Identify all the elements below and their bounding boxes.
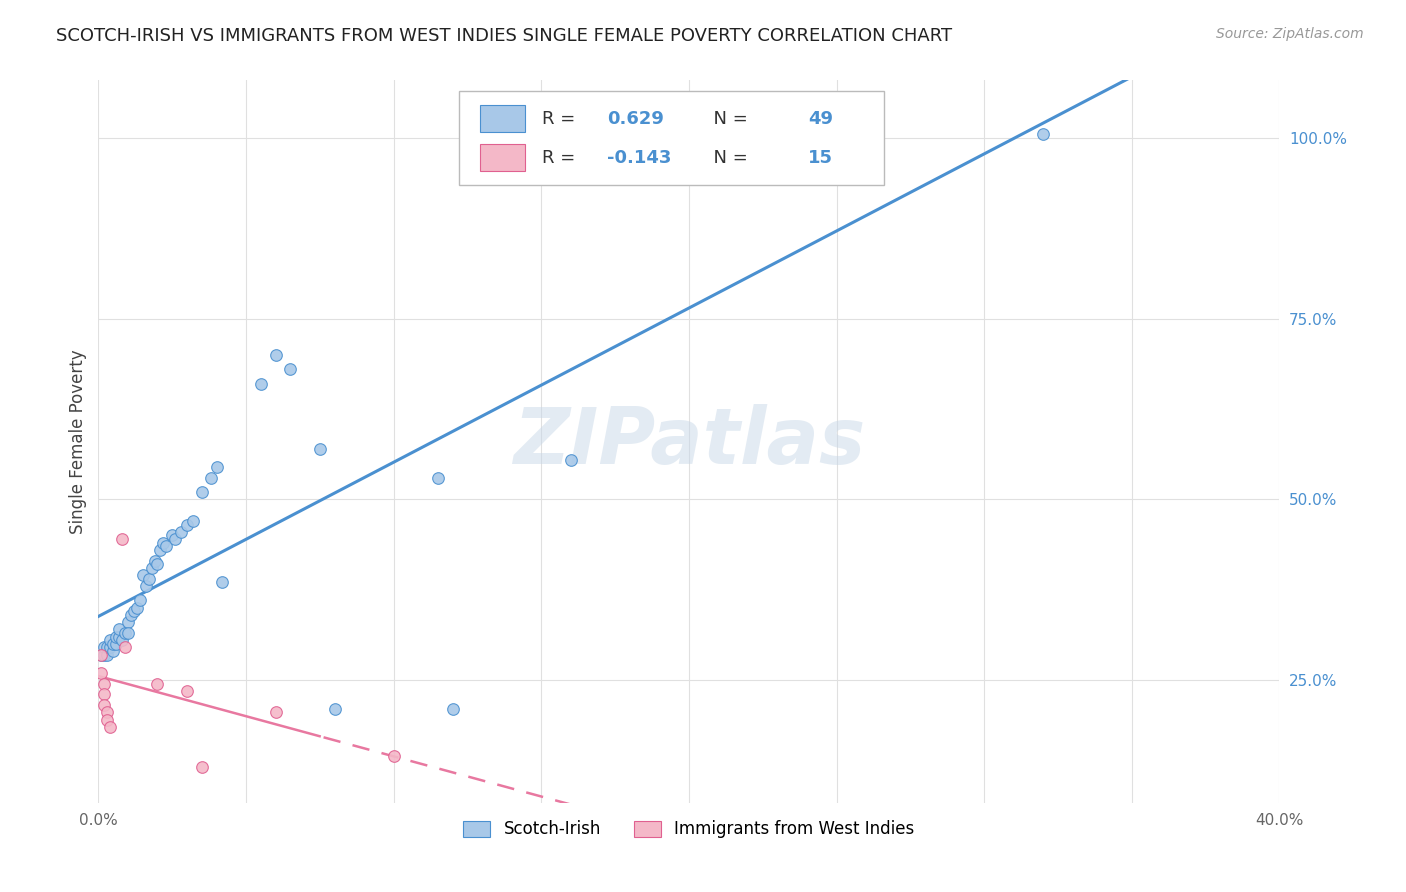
Point <box>560 452 582 467</box>
Point <box>122 604 145 618</box>
Text: 0.629: 0.629 <box>607 110 664 128</box>
Point <box>211 575 233 590</box>
Point <box>90 648 112 662</box>
Text: ZIPatlas: ZIPatlas <box>513 403 865 480</box>
Text: SCOTCH-IRISH VS IMMIGRANTS FROM WEST INDIES SINGLE FEMALE POVERTY CORRELATION CH: SCOTCH-IRISH VS IMMIGRANTS FROM WEST IND… <box>56 27 952 45</box>
Text: 15: 15 <box>808 149 834 167</box>
Text: N =: N = <box>702 149 754 167</box>
Point <box>117 626 139 640</box>
Point <box>143 554 166 568</box>
Point <box>170 524 193 539</box>
Point <box>441 702 464 716</box>
Point <box>181 514 204 528</box>
Point <box>427 470 450 484</box>
Point <box>149 542 172 557</box>
Point <box>264 706 287 720</box>
Text: Source: ZipAtlas.com: Source: ZipAtlas.com <box>1216 27 1364 41</box>
Text: N =: N = <box>702 110 754 128</box>
Point <box>111 532 134 546</box>
Point <box>93 698 115 713</box>
Text: -0.143: -0.143 <box>607 149 672 167</box>
FancyBboxPatch shape <box>479 144 524 171</box>
Point <box>200 470 222 484</box>
Point <box>250 376 273 391</box>
Point <box>146 558 169 572</box>
Point <box>103 644 125 658</box>
Point <box>162 528 183 542</box>
Point <box>191 760 214 774</box>
Point <box>98 720 121 734</box>
Point <box>205 459 228 474</box>
Point <box>796 128 818 142</box>
Point <box>138 572 160 586</box>
Point <box>176 517 198 532</box>
Point <box>90 665 112 680</box>
Point <box>135 579 157 593</box>
Point <box>90 648 112 662</box>
Point <box>93 648 115 662</box>
Point <box>108 630 131 644</box>
Point <box>382 748 405 763</box>
Point <box>264 348 287 362</box>
Point <box>117 615 139 630</box>
Point <box>309 442 332 456</box>
Point <box>165 532 187 546</box>
Point <box>132 568 155 582</box>
Point <box>152 535 174 549</box>
Point <box>114 626 136 640</box>
Point <box>1032 128 1054 142</box>
Text: 49: 49 <box>808 110 834 128</box>
Point <box>114 640 136 655</box>
Point <box>128 593 150 607</box>
Point <box>96 648 118 662</box>
Point <box>103 637 125 651</box>
Point <box>155 539 177 553</box>
Point <box>125 600 148 615</box>
Point <box>96 640 118 655</box>
Point <box>120 607 142 622</box>
Text: R =: R = <box>543 149 582 167</box>
Point <box>141 561 163 575</box>
Point <box>323 702 346 716</box>
Point <box>146 676 169 690</box>
Text: R =: R = <box>543 110 588 128</box>
Point <box>98 633 121 648</box>
Point <box>280 362 302 376</box>
Point <box>93 640 115 655</box>
Point <box>105 630 128 644</box>
Point <box>98 640 121 655</box>
FancyBboxPatch shape <box>479 105 524 132</box>
Y-axis label: Single Female Poverty: Single Female Poverty <box>69 350 87 533</box>
FancyBboxPatch shape <box>458 91 884 185</box>
Point <box>93 687 115 701</box>
Point <box>191 485 214 500</box>
Legend: Scotch-Irish, Immigrants from West Indies: Scotch-Irish, Immigrants from West Indie… <box>457 814 921 845</box>
Point <box>108 623 131 637</box>
Point <box>96 713 118 727</box>
Point <box>176 683 198 698</box>
Point <box>96 706 118 720</box>
Point <box>105 637 128 651</box>
Point <box>93 676 115 690</box>
Point <box>111 633 134 648</box>
